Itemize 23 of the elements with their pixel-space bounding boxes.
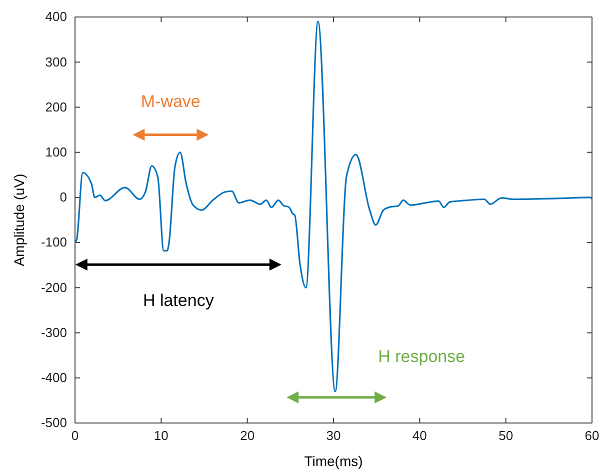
y-tick-label: 0 <box>60 190 67 205</box>
x-tick-label: 20 <box>240 428 255 444</box>
x-tick-label: 0 <box>71 428 79 444</box>
x-tick-label: 60 <box>584 428 600 444</box>
y-tick-label: 200 <box>45 99 67 114</box>
y-tick-label: -200 <box>40 280 67 295</box>
line-series <box>74 20 593 392</box>
y-tick-label: 400 <box>45 9 67 24</box>
x-tick-label: 50 <box>498 428 514 444</box>
x-tick-label: 30 <box>326 428 341 444</box>
y-axis-title: Amplitude (uV) <box>11 174 27 266</box>
annotation: H response <box>378 346 466 366</box>
y-tick-label: -300 <box>40 324 67 340</box>
y-tick-label: -500 <box>40 415 67 430</box>
x-tick-label: 40 <box>412 428 427 444</box>
y-tick-label: 300 <box>45 54 67 70</box>
x-axis-title: Time(ms) <box>304 453 363 469</box>
y-tick-label: -100 <box>40 234 67 250</box>
annotation: M-wave <box>140 92 200 112</box>
x-tick-label: 10 <box>154 428 168 444</box>
annotation: H latency <box>142 291 214 310</box>
y-tick-label: -400 <box>40 370 67 386</box>
y-tick-label: 100 <box>45 144 67 160</box>
